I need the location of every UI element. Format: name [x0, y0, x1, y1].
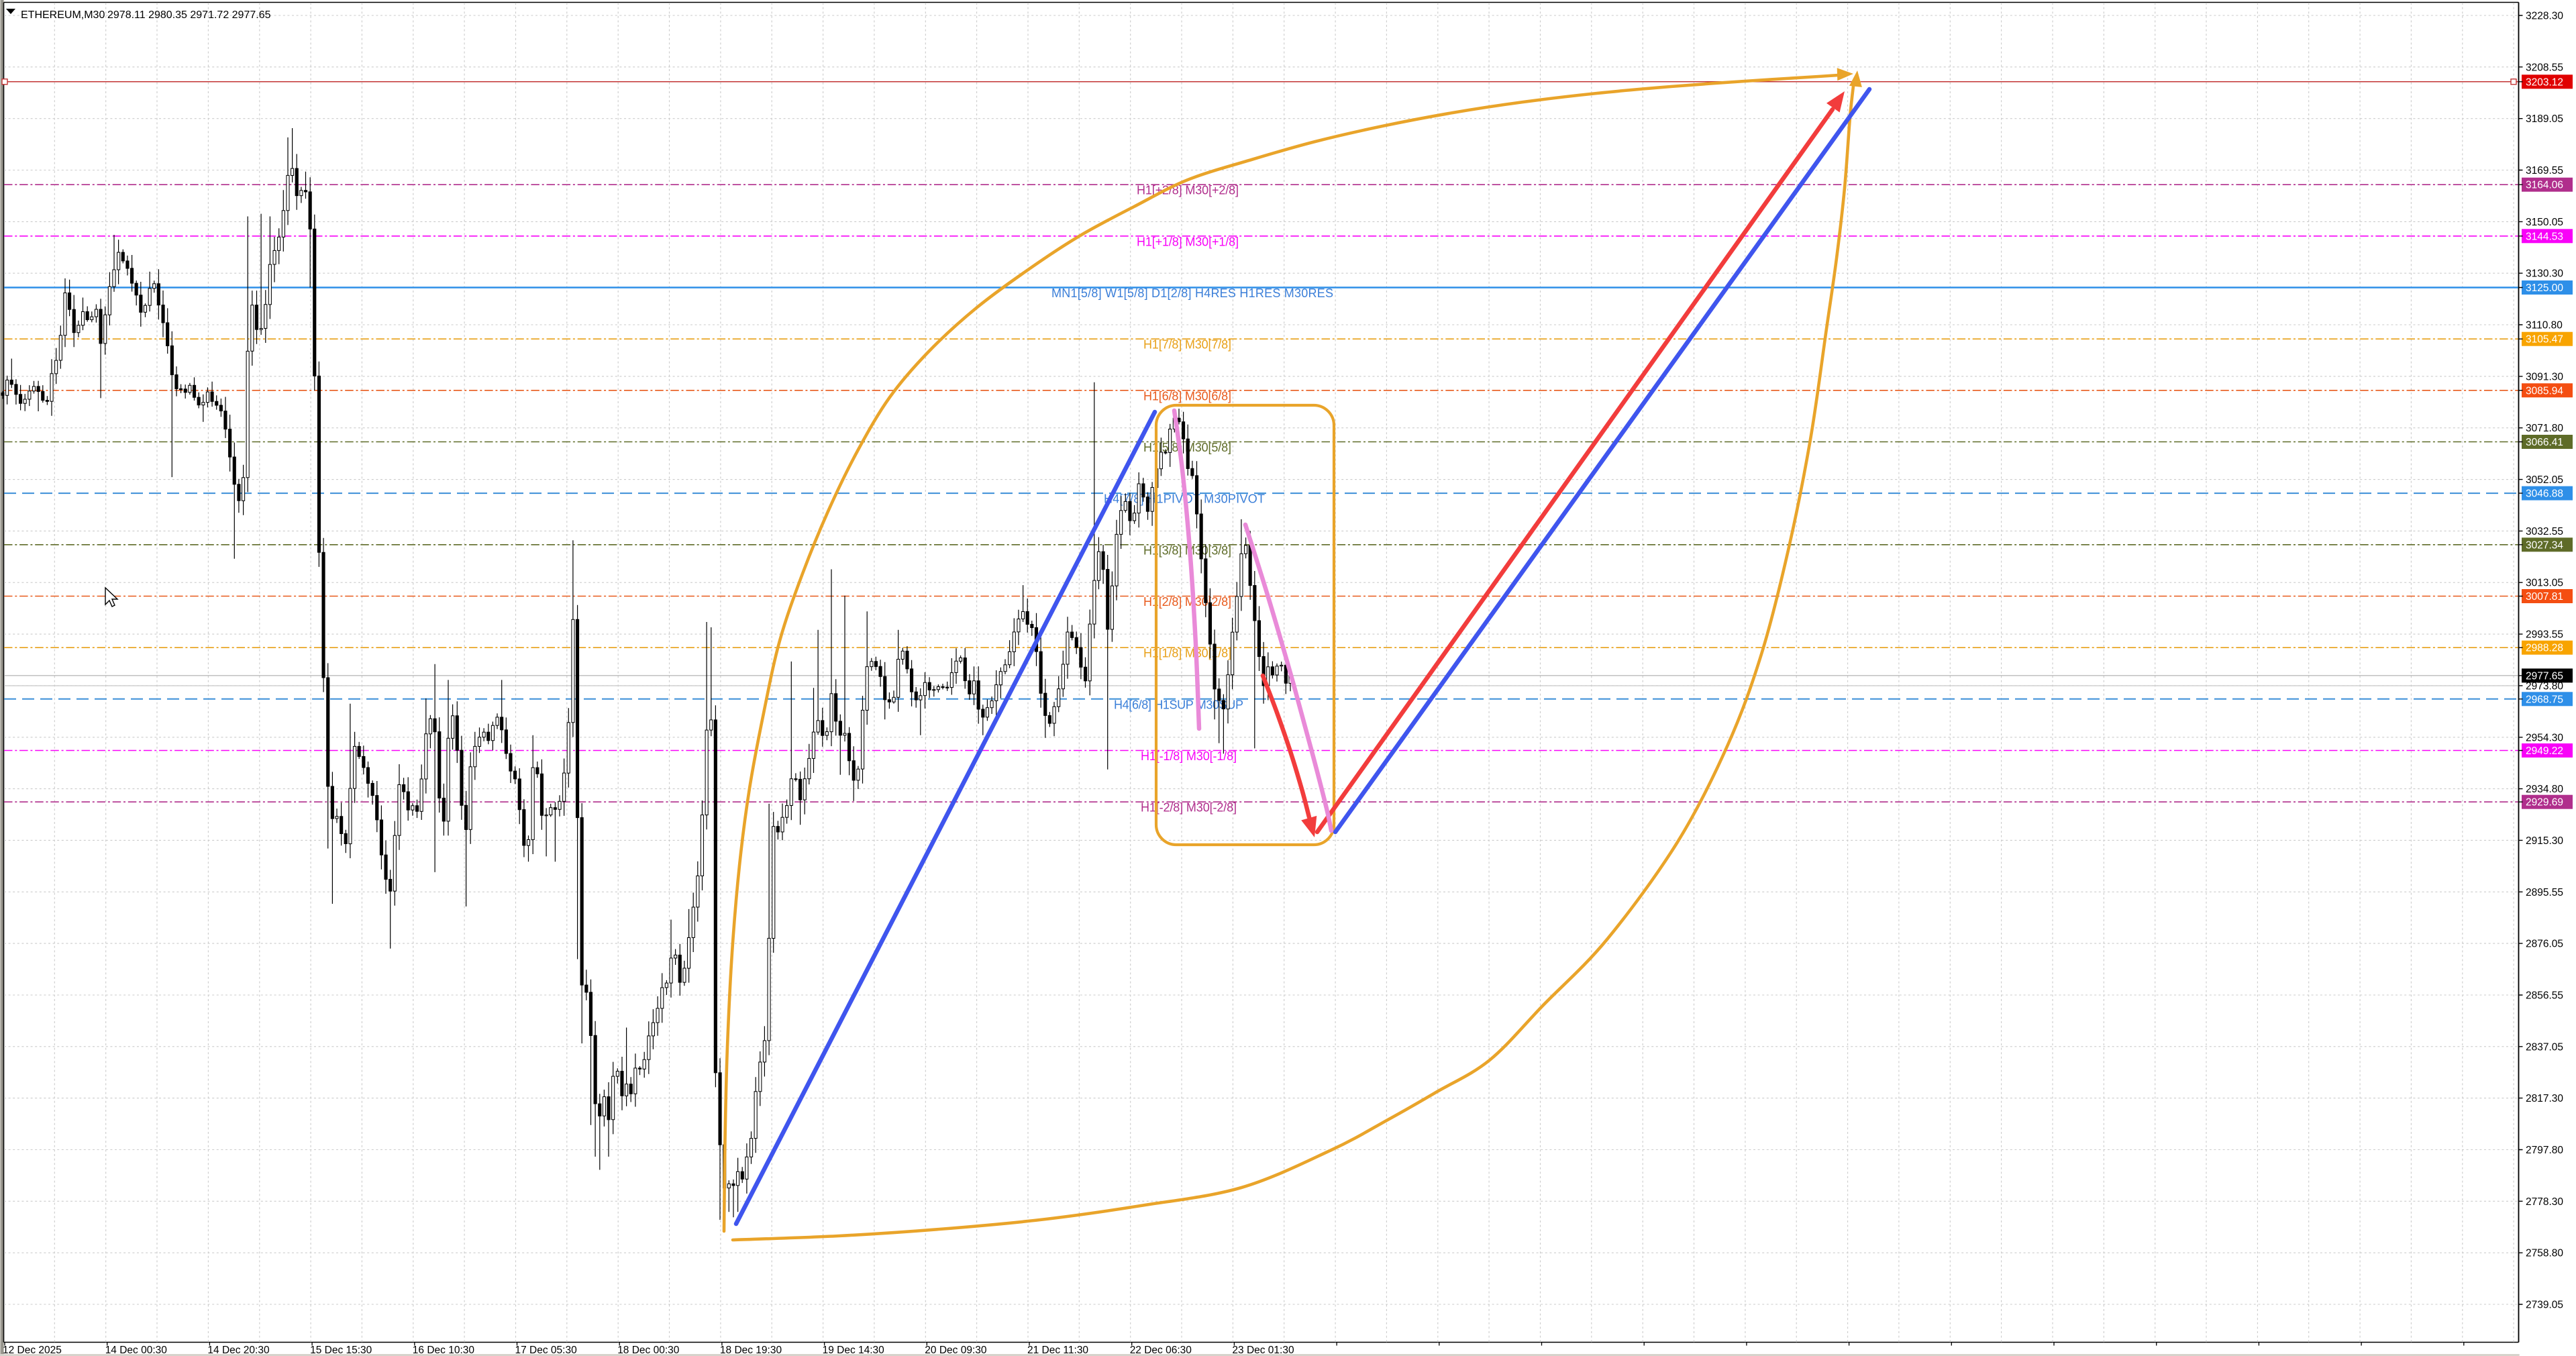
- svg-text:H1[7/8] M30[7/8]: H1[7/8] M30[7/8]: [1143, 338, 1231, 352]
- svg-text:3032.55: 3032.55: [2526, 526, 2563, 537]
- svg-text:2876.05: 2876.05: [2526, 939, 2563, 950]
- svg-text:2973.80: 2973.80: [2526, 680, 2563, 692]
- svg-text:3027.34: 3027.34: [2526, 539, 2563, 551]
- svg-text:3052.05: 3052.05: [2526, 474, 2563, 486]
- svg-text:2817.30: 2817.30: [2526, 1093, 2563, 1104]
- svg-text:2978.11 2980.35 2971.72 2977.6: 2978.11 2980.35 2971.72 2977.65: [107, 9, 271, 21]
- svg-text:3091.30: 3091.30: [2526, 371, 2563, 382]
- svg-text:15 Dec 15:30: 15 Dec 15:30: [310, 1345, 372, 1356]
- svg-text:3189.05: 3189.05: [2526, 113, 2563, 125]
- svg-text:23 Dec 01:30: 23 Dec 01:30: [1232, 1345, 1294, 1356]
- svg-text:MN1[5/8] W1[5/8] D1[2/8] H4RES: MN1[5/8] W1[5/8] D1[2/8] H4RES H1RES M30…: [1051, 286, 1333, 300]
- svg-text:2988.28: 2988.28: [2526, 643, 2563, 654]
- svg-text:3066.41: 3066.41: [2526, 437, 2563, 448]
- svg-text:H1[+1/8] M30[+1/8]: H1[+1/8] M30[+1/8]: [1137, 235, 1239, 248]
- svg-text:H1[3/8] M30[3/8]: H1[3/8] M30[3/8]: [1143, 543, 1231, 557]
- svg-text:14 Dec 00:30: 14 Dec 00:30: [105, 1345, 168, 1356]
- svg-text:21 Dec 11:30: 21 Dec 11:30: [1027, 1345, 1088, 1356]
- svg-text:17 Dec 05:30: 17 Dec 05:30: [515, 1345, 578, 1356]
- svg-text:3110.80: 3110.80: [2526, 320, 2563, 331]
- svg-text:2778.30: 2778.30: [2526, 1196, 2563, 1208]
- svg-text:2934.80: 2934.80: [2526, 784, 2563, 795]
- svg-text:2758.80: 2758.80: [2526, 1248, 2563, 1259]
- svg-text:18 Dec 19:30: 18 Dec 19:30: [720, 1345, 782, 1356]
- svg-text:2837.05: 2837.05: [2526, 1041, 2563, 1053]
- svg-text:3228.30: 3228.30: [2526, 11, 2563, 22]
- svg-text:3169.55: 3169.55: [2526, 165, 2563, 176]
- svg-text:3105.47: 3105.47: [2526, 334, 2563, 346]
- svg-text:3203.12: 3203.12: [2526, 76, 2563, 88]
- svg-text:H1[6/8] M30[6/8]: H1[6/8] M30[6/8]: [1143, 389, 1231, 403]
- svg-text:2797.80: 2797.80: [2526, 1145, 2563, 1156]
- svg-text:2895.55: 2895.55: [2526, 887, 2563, 898]
- svg-text:12 Dec 2025: 12 Dec 2025: [3, 1345, 62, 1356]
- svg-text:16 Dec 10:30: 16 Dec 10:30: [413, 1345, 475, 1356]
- svg-text:20 Dec 09:30: 20 Dec 09:30: [925, 1345, 987, 1356]
- svg-text:3144.53: 3144.53: [2526, 231, 2563, 242]
- svg-text:2856.55: 2856.55: [2526, 990, 2563, 1002]
- svg-text:2949.22: 2949.22: [2526, 745, 2563, 757]
- svg-text:3013.05: 3013.05: [2526, 578, 2563, 589]
- svg-text:3085.94: 3085.94: [2526, 385, 2563, 397]
- svg-text:ETHEREUM,M30: ETHEREUM,M30: [21, 9, 105, 21]
- svg-text:3164.06: 3164.06: [2526, 180, 2563, 191]
- svg-text:22 Dec 06:30: 22 Dec 06:30: [1130, 1345, 1192, 1356]
- svg-text:H1[-1/8] M30[-1/8]: H1[-1/8] M30[-1/8]: [1141, 749, 1237, 763]
- svg-text:2929.69: 2929.69: [2526, 797, 2563, 809]
- svg-text:19 Dec 14:30: 19 Dec 14:30: [823, 1345, 885, 1356]
- svg-text:14 Dec 20:30: 14 Dec 20:30: [207, 1345, 270, 1356]
- svg-text:2977.65: 2977.65: [2526, 670, 2563, 682]
- svg-text:3125.00: 3125.00: [2526, 282, 2563, 294]
- svg-text:2968.75: 2968.75: [2526, 694, 2563, 705]
- svg-text:H1[-2/8] M30[-2/8]: H1[-2/8] M30[-2/8]: [1141, 801, 1237, 815]
- svg-text:3208.55: 3208.55: [2526, 62, 2563, 73]
- svg-text:3130.30: 3130.30: [2526, 268, 2563, 280]
- svg-text:2993.55: 2993.55: [2526, 629, 2563, 641]
- svg-text:H1[1/8] M30[1/8]: H1[1/8] M30[1/8]: [1143, 647, 1231, 660]
- svg-text:H1[+2/8] M30[+2/8]: H1[+2/8] M30[+2/8]: [1137, 184, 1239, 197]
- svg-text:18 Dec 00:30: 18 Dec 00:30: [617, 1345, 680, 1356]
- svg-text:3046.88: 3046.88: [2526, 488, 2563, 500]
- svg-text:2954.30: 2954.30: [2526, 732, 2563, 743]
- svg-text:3071.80: 3071.80: [2526, 423, 2563, 434]
- svg-text:2915.30: 2915.30: [2526, 835, 2563, 847]
- svg-text:3150.05: 3150.05: [2526, 217, 2563, 228]
- svg-text:H4[6/8] H1SUP M30SUP: H4[6/8] H1SUP M30SUP: [1114, 698, 1243, 711]
- svg-text:2739.05: 2739.05: [2526, 1300, 2563, 1311]
- svg-text:3007.81: 3007.81: [2526, 591, 2563, 603]
